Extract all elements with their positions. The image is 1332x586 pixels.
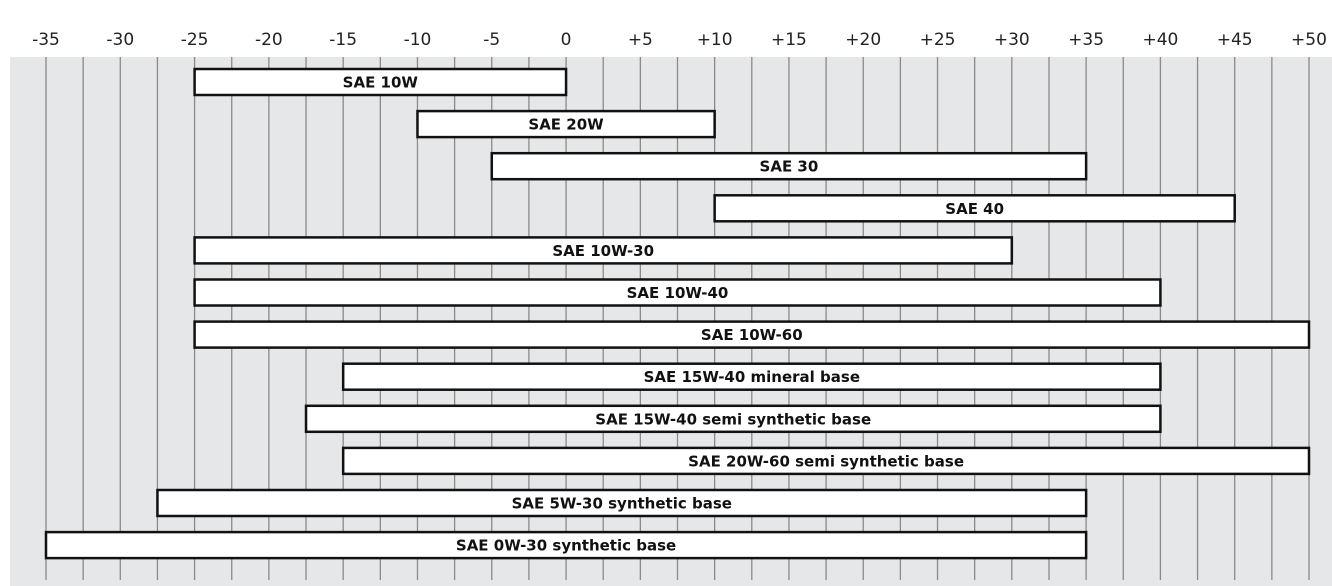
tick-label: 0 [561,30,572,50]
range-bar [193,320,1311,349]
range-bar [341,362,1162,391]
bar-label: SAE 10W [343,74,419,92]
tick-label: -30 [106,30,134,50]
bar-label: SAE 10W-60 [701,326,803,344]
bar-label: SAE 15W-40 semi synthetic base [595,410,871,428]
tick-label: +25 [920,30,956,50]
tick-label: -5 [483,30,500,50]
bar-label: SAE 20W-60 semi synthetic base [688,452,964,470]
tick-label: -20 [255,30,283,50]
tick-label: +35 [1068,30,1104,50]
tick-label: +5 [628,30,653,50]
tick-label: -25 [181,30,209,50]
range-bar [193,67,568,97]
tick-label: +50 [1291,30,1327,50]
range-bar [156,488,1088,518]
bar-label: SAE 15W-40 mineral base [644,368,860,386]
tick-label: +40 [1142,30,1178,50]
x-axis-tick-labels: -35 -30 -25 -20 -15 -10 -5 0 +5 +10 +15 +20 +25 +30 +3… [32,30,1327,50]
tick-label: +45 [1217,30,1253,50]
bar-label: SAE 30 [760,158,819,176]
bar-label: SAE 40 [945,200,1004,218]
bar-label: SAE 10W-40 [627,284,729,302]
tick-label: +30 [994,30,1030,50]
bar-label: SAE 0W-30 synthetic base [456,537,676,555]
tick-label: -10 [404,30,432,50]
bar-label: SAE 10W-30 [552,242,654,260]
bar-label: SAE 20W [528,116,604,134]
tick-label: -15 [329,30,357,50]
range-bar [44,530,1088,560]
tick-label: -35 [32,30,60,50]
range-bar [193,278,1162,307]
bar-label: SAE 5W-30 synthetic base [512,495,732,513]
tick-label: +20 [845,30,881,50]
range-bar [713,194,1236,223]
range-bar [490,151,1088,181]
tick-label: +15 [771,30,807,50]
range-bar [416,109,716,139]
range-bar [341,446,1311,476]
range-bars: SAE 10W SAE 20W SAE 30 SAE 40 SAE 10W-30 SAE … [44,67,1311,560]
range-bar [304,404,1162,434]
tick-label: +10 [697,30,733,50]
range-bar [193,236,1014,265]
